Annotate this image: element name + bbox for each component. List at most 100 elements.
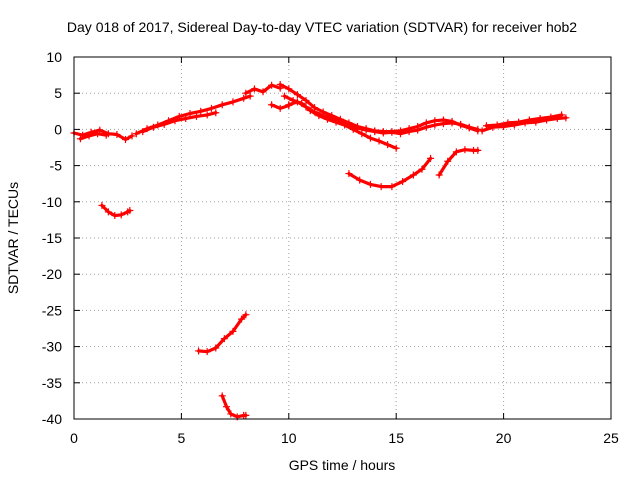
data-point <box>281 92 289 100</box>
data-point <box>536 115 544 123</box>
axis-ticks: 10 5 0 -5 -10 -15 -20 -25 -30 -35 -40 0 5 10 15 20 25 <box>42 49 619 446</box>
series-arc-15 <box>195 311 250 356</box>
x-tick-label: 20 <box>496 430 512 446</box>
data-point <box>388 128 396 136</box>
series-arc-11 <box>482 111 566 130</box>
data-point <box>345 121 353 129</box>
data-point <box>461 146 469 154</box>
data-point <box>186 109 194 117</box>
data-point <box>414 126 422 134</box>
data-point <box>229 98 237 106</box>
data-point <box>356 176 364 184</box>
data-point <box>149 123 157 131</box>
y-tick-label: -25 <box>42 302 62 318</box>
data-point <box>302 103 310 111</box>
data-point <box>435 171 443 179</box>
data-point <box>457 120 465 128</box>
y-tick-label: 5 <box>54 85 62 101</box>
data-point <box>336 117 344 125</box>
data-point <box>195 347 203 355</box>
data-point <box>371 128 379 136</box>
data-point <box>525 116 533 124</box>
series-arc-2 <box>76 130 110 143</box>
data-point <box>98 201 106 209</box>
data-point <box>285 102 293 110</box>
data-point <box>229 327 237 335</box>
data-point <box>223 403 231 411</box>
y-tick-label: -5 <box>50 158 63 174</box>
data-point <box>276 104 284 112</box>
data-point <box>111 212 119 220</box>
data-point <box>384 141 392 149</box>
data-point <box>218 101 226 109</box>
data-point <box>122 136 130 144</box>
data-point <box>212 344 220 352</box>
x-axis-label: GPS time / hours <box>289 457 396 473</box>
data-point <box>444 157 452 165</box>
data-point <box>422 123 430 131</box>
data-point <box>366 180 374 188</box>
data-point <box>250 85 258 93</box>
data-point <box>242 89 250 97</box>
data-point <box>452 148 460 156</box>
y-tick-label: -10 <box>42 194 62 210</box>
data-point <box>377 183 385 191</box>
x-tick-label: 15 <box>388 430 404 446</box>
data-point <box>218 392 226 400</box>
data-point <box>418 165 426 173</box>
data-point <box>242 411 250 419</box>
data-point <box>293 98 301 106</box>
data-point <box>311 108 319 116</box>
data-point <box>328 115 336 123</box>
series-trace <box>347 156 433 189</box>
series-trace <box>100 203 132 218</box>
data-point <box>478 127 486 135</box>
data-point <box>203 348 211 356</box>
data-point <box>85 132 93 140</box>
data-point <box>293 91 301 99</box>
data-point <box>558 111 566 119</box>
data-point <box>227 410 235 418</box>
data-point <box>474 125 482 133</box>
data-point <box>104 208 112 216</box>
data-point <box>203 111 211 119</box>
y-tick-label: -40 <box>42 411 62 427</box>
data-point <box>220 335 228 343</box>
data-point <box>128 132 136 140</box>
data-point <box>238 315 246 323</box>
data-point <box>345 170 353 178</box>
series-arc-12 <box>345 154 435 191</box>
series-arc-4 <box>139 109 220 136</box>
series-arc-13 <box>435 146 482 179</box>
data-point <box>427 154 435 162</box>
data-point <box>375 137 383 145</box>
data-point <box>388 183 396 191</box>
y-axis-label: SDTVAR / TECUs <box>5 182 21 294</box>
data-point <box>94 130 102 138</box>
data-point <box>246 92 254 100</box>
series-arc-14 <box>98 201 134 220</box>
series-arc-10 <box>478 114 570 135</box>
data-point <box>409 171 417 179</box>
data-point <box>439 120 447 128</box>
data-point <box>171 117 179 125</box>
data-point <box>259 88 267 96</box>
data-point <box>212 109 220 117</box>
data-point <box>493 121 501 129</box>
data-point <box>392 144 400 152</box>
data-point <box>405 128 413 136</box>
series-layer <box>70 81 570 421</box>
data-point <box>117 211 125 219</box>
data-point <box>366 134 374 142</box>
data-point <box>482 122 490 130</box>
y-tick-label: -35 <box>42 375 62 391</box>
data-point <box>396 130 404 138</box>
data-point <box>160 120 168 128</box>
data-point <box>515 118 523 126</box>
data-point <box>207 104 215 112</box>
data-point <box>268 81 276 89</box>
y-tick-label: -15 <box>42 230 62 246</box>
data-point <box>242 311 250 319</box>
series-arc-9 <box>268 101 293 112</box>
